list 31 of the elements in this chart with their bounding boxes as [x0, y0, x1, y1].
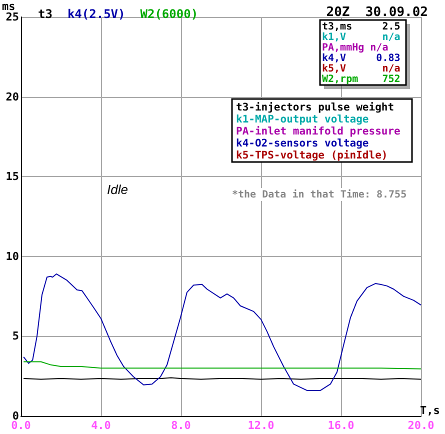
y-tick-label: 15 — [6, 170, 19, 184]
chart-title: 20Z 30.09.02 — [326, 5, 428, 20]
annotation: k1,V n/a — [322, 32, 400, 43]
annotation: W2,rpm 752 — [322, 74, 400, 85]
annotation: k5,V n/a — [322, 64, 400, 74]
x-tick-label: 8.0 — [171, 419, 191, 432]
x-tick-label: 20.0 — [408, 419, 434, 432]
y-tick-label: 10 — [6, 250, 19, 263]
y-tick-label: 25 — [6, 10, 19, 24]
annotation: t3-injectors pulse weight — [236, 102, 394, 114]
annotation: PA,mmHg n/a — [322, 42, 388, 54]
x-tick-label: 16.0 — [328, 419, 354, 432]
line-series — [23, 361, 422, 370]
text: k4(2.5V) — [67, 7, 126, 21]
line-series — [23, 273, 422, 391]
annotation: k5-TPS-voltage (pinIdle) — [236, 150, 388, 162]
annotation: PA-inlet manifold pressure — [236, 126, 400, 138]
annotation: t3,ms 2.5 — [322, 22, 400, 32]
text: t3 — [38, 7, 52, 21]
y-tick-label: 20 — [6, 90, 19, 104]
x-tick-label: 4.0 — [91, 419, 111, 432]
annotation: k4-O2-sensors voltage — [236, 138, 369, 150]
y-tick-label: 5 — [12, 330, 19, 343]
annotation: k1-MAP-output voltage — [236, 114, 369, 126]
x-axis-title: T,s — [420, 404, 440, 417]
text: W2(6000) — [140, 7, 198, 21]
annotation: *the Data in that Time: 8.755 — [232, 188, 407, 200]
x-tick-label: 12.0 — [248, 419, 274, 432]
annotation: k4,V 0.83 — [322, 53, 400, 64]
annotation: Idle — [107, 182, 128, 197]
y-axis-title: ms — [2, 0, 16, 13]
